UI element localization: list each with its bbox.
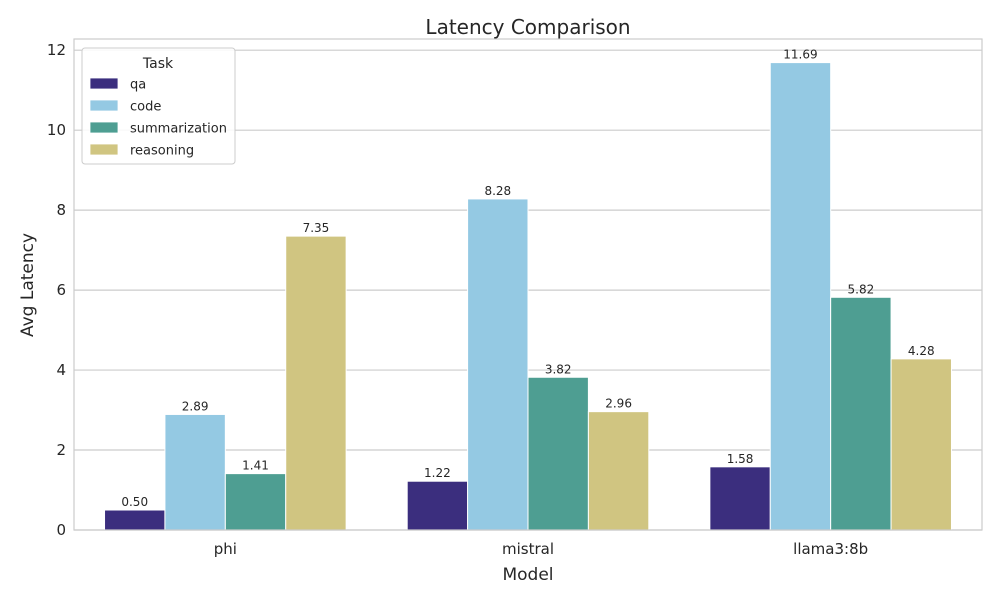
data-label: 2.89 <box>182 399 209 413</box>
x-tick-label: mistral <box>502 540 554 558</box>
bar-reasoning <box>587 411 650 531</box>
legend-swatch-qa <box>89 77 119 90</box>
plot-area-frame <box>73 38 983 531</box>
data-label: 1.41 <box>242 459 269 473</box>
data-label: 4.28 <box>908 344 935 358</box>
bar-reasoning <box>890 358 952 531</box>
legend-label: reasoning <box>130 144 194 159</box>
legend-title: Task <box>142 56 174 72</box>
legend-label: code <box>130 100 161 115</box>
data-label: 0.50 <box>121 495 148 509</box>
bar-code <box>769 62 832 531</box>
data-labels: 0.50 2.89 1.41 7.35 1.22 8.28 3.82 2.96 1.58 11.6… <box>121 48 934 509</box>
bar-code <box>467 198 529 531</box>
bar-reasoning <box>285 235 347 531</box>
data-label: 3.82 <box>545 362 572 376</box>
y-tick-label: 10 <box>47 121 66 139</box>
bar-summarization <box>224 473 287 531</box>
chart-title: Latency Comparison <box>425 15 630 39</box>
y-tick-label: 6 <box>56 281 66 299</box>
bar-qa <box>406 480 469 531</box>
y-tick-label: 4 <box>56 361 66 379</box>
y-tick-label: 0 <box>56 521 66 539</box>
data-label: 8.28 <box>484 184 511 198</box>
data-label: 1.22 <box>424 466 451 480</box>
y-axis-ticks: 0 2 4 6 8 10 12 <box>47 41 66 539</box>
legend-swatch-summarization <box>89 121 119 134</box>
bar-summarization <box>830 296 892 531</box>
legend: Task qa code summarization reasoning <box>81 47 236 165</box>
data-label: 5.82 <box>848 282 875 296</box>
y-tick-label: 8 <box>56 201 66 219</box>
bar-qa <box>104 509 166 531</box>
legend-swatch-code <box>89 99 119 112</box>
x-tick-label: phi <box>214 540 237 558</box>
data-label: 11.69 <box>783 48 817 62</box>
y-tick-label: 12 <box>47 41 66 59</box>
bar-code <box>164 413 226 531</box>
x-tick-label: llama3:8b <box>793 540 868 558</box>
y-axis-label: Avg Latency <box>18 233 38 337</box>
legend-swatch-reasoning <box>89 143 119 156</box>
x-axis-ticks: phi mistral llama3:8b <box>214 540 868 558</box>
legend-items: qa code summarization reasoning <box>89 77 227 159</box>
data-label: 7.35 <box>303 221 330 235</box>
legend-label: summarization <box>130 122 227 137</box>
bar-qa <box>709 466 771 531</box>
data-label: 1.58 <box>727 452 754 466</box>
bar-summarization <box>527 376 589 531</box>
y-tick-label: 2 <box>56 441 66 459</box>
data-label: 2.96 <box>605 397 632 411</box>
x-axis-label: Model <box>502 565 553 585</box>
legend-label: qa <box>130 78 146 93</box>
legend-frame <box>81 47 236 165</box>
